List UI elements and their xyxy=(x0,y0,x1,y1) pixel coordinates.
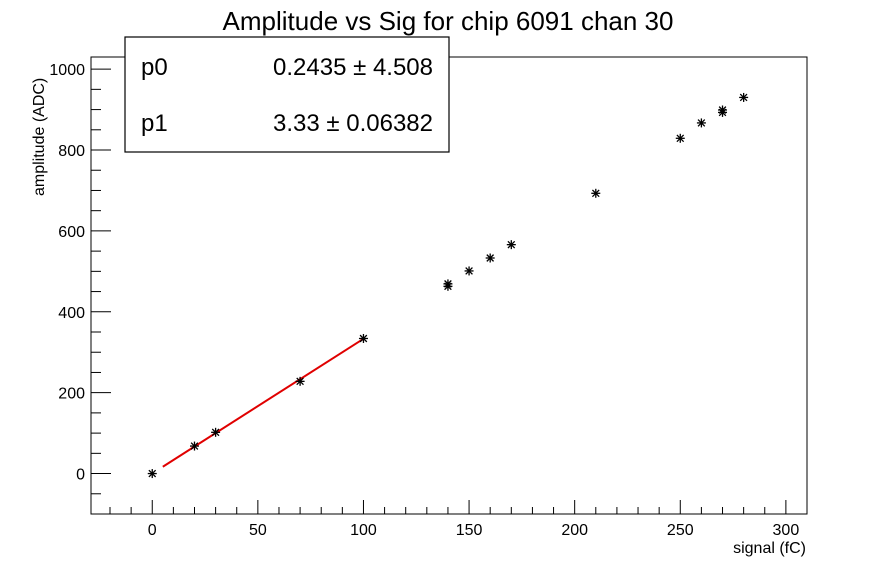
x-tick-label: 250 xyxy=(667,522,694,539)
x-tick-label: 150 xyxy=(456,522,483,539)
stat-p1-value: 3.33 ± 0.06382 xyxy=(273,110,433,137)
stat-p0-name: p0 xyxy=(141,54,168,81)
fit-layer xyxy=(162,337,364,468)
data-point xyxy=(675,133,685,143)
y-tick-label: 0 xyxy=(76,467,85,484)
stat-p1-val: 3.33 xyxy=(273,110,320,137)
x-tick-label: 100 xyxy=(350,522,377,539)
data-point xyxy=(358,333,368,343)
data-point xyxy=(443,279,453,289)
y-axis: 0 200 400 600 800 1000 xyxy=(49,62,111,515)
data-points xyxy=(147,92,749,479)
stat-p0-value: 0.2435 ± 4.508 xyxy=(273,54,433,81)
stats-box-frame xyxy=(124,36,450,153)
data-point xyxy=(189,441,199,451)
x-tick-label: 0 xyxy=(148,522,157,539)
fit-line xyxy=(162,337,364,468)
y-tick-label: 600 xyxy=(58,224,85,241)
stat-p1-err: 0.06382 xyxy=(346,110,433,137)
stat-p1-name: p1 xyxy=(141,110,168,137)
data-point xyxy=(506,240,516,250)
data-point xyxy=(718,105,728,115)
x-axis-label: signal (fC) xyxy=(733,540,806,557)
x-tick-label: 200 xyxy=(561,522,588,539)
x-tick-label: 50 xyxy=(249,522,267,539)
data-point xyxy=(591,188,601,198)
data-point xyxy=(211,427,221,437)
data-point xyxy=(485,253,495,263)
y-tick-label: 1000 xyxy=(49,62,85,79)
stat-p0-val: 0.2435 xyxy=(273,54,346,81)
y-tick-label: 400 xyxy=(58,305,85,322)
data-point xyxy=(147,469,157,479)
y-tick-label: 800 xyxy=(58,143,85,160)
stat-p0-err: 4.508 xyxy=(373,54,433,81)
x-tick-label: 300 xyxy=(773,522,800,539)
x-axis: 0 50 100 150 200 250 300 xyxy=(109,500,808,539)
data-point xyxy=(739,92,749,102)
data-point xyxy=(464,266,474,276)
y-axis-label: amplitude (ADC) xyxy=(31,78,48,196)
y-tick-label: 200 xyxy=(58,386,85,403)
fit-stats-box: p0 0.2435 ± 4.508 p1 3.33 ± 0.06382 xyxy=(124,36,450,153)
chart-title: Amplitude vs Sig for chip 6091 chan 30 xyxy=(223,6,674,36)
data-point xyxy=(295,376,305,386)
data-point xyxy=(696,118,706,128)
